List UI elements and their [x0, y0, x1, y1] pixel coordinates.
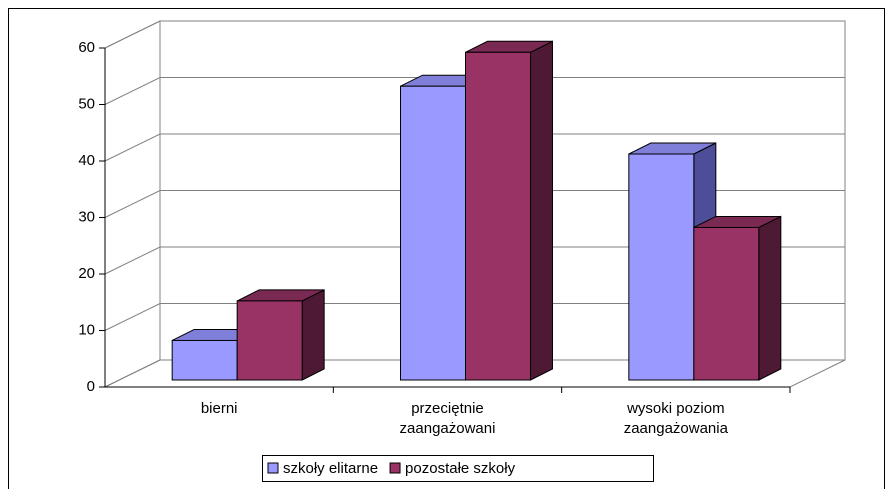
y-tick-label: 10: [78, 321, 95, 338]
bar-front: [465, 51, 531, 381]
x-tick-label: wysoki poziom zaangażowania: [624, 400, 729, 437]
y-tick-label: 50: [78, 95, 95, 112]
legend-swatch: [389, 462, 401, 474]
bar-side: [530, 40, 553, 381]
y-tick-label: 0: [87, 378, 95, 395]
x-tick-label: bierni: [201, 400, 238, 417]
grid-line: [104, 77, 845, 105]
grid-line: [104, 190, 845, 218]
y-tick-label: 40: [78, 152, 95, 169]
y-tick-label: 20: [78, 265, 95, 282]
bar-side: [758, 215, 782, 381]
y-tick-label: 30: [78, 208, 95, 225]
bar: [693, 215, 782, 381]
legend-swatch: [267, 462, 279, 474]
bar: [236, 289, 325, 381]
bar-side: [301, 289, 325, 381]
grid-line: [104, 20, 845, 49]
bar-front: [171, 339, 238, 381]
legend-label: pozostałe szkoły: [405, 460, 516, 477]
grid-line: [104, 303, 845, 331]
bar: [465, 40, 553, 381]
bar-front: [693, 226, 760, 381]
grid-line: [104, 133, 845, 162]
x-tick-label: przeciętnie zaangażowani: [400, 400, 496, 437]
grid-line: [104, 359, 845, 388]
bar-front: [236, 300, 303, 381]
bar-front: [400, 85, 466, 381]
legend-box: [262, 455, 654, 482]
bar-front: [628, 153, 695, 381]
y-tick-label: 60: [78, 39, 95, 56]
grid-line: [104, 246, 845, 275]
legend-label: szkoły elitarne: [283, 460, 378, 477]
